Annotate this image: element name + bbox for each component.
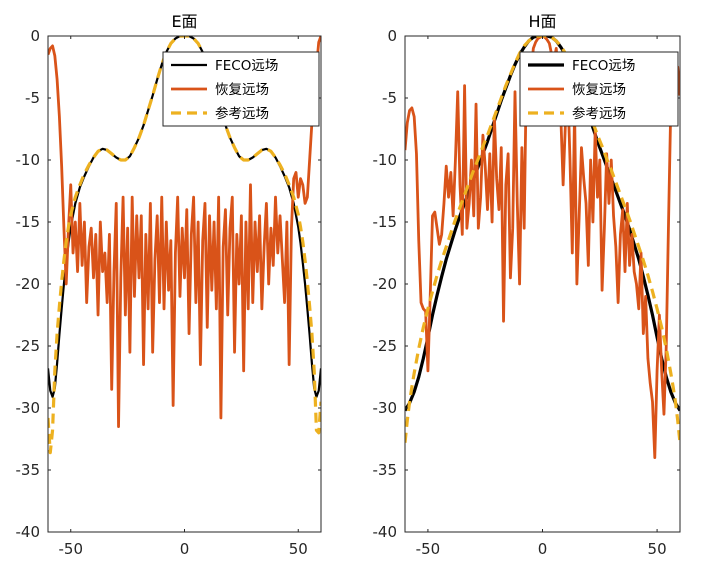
- h-plane-y-tick-label: -5: [382, 89, 397, 107]
- e-plane-y-tick-label: -5: [25, 89, 40, 107]
- h-plane-y-tick-label: -15: [373, 213, 398, 231]
- e-plane-y-tick-label: -15: [16, 213, 41, 231]
- h-plane-y-tick-label: -10: [373, 151, 398, 169]
- h-plane-y-tick-label: -30: [373, 399, 398, 417]
- h-plane-y-tick-label: -20: [373, 275, 398, 293]
- h-plane-panel: 0 -5 -10 -15 -20 -25 -30 -35 -40 -50 0 50 H面 FECO远场恢复…: [373, 12, 681, 558]
- h-plane-series-line-1: [405, 36, 680, 412]
- e-plane-y-tick-label: -35: [16, 461, 41, 479]
- e-plane-y-tick-label: -20: [16, 275, 41, 293]
- h-plane-series-line-3: [405, 36, 680, 443]
- e-plane-x-tick-label: 50: [289, 540, 308, 558]
- h-plane-chart-title: H面: [528, 12, 556, 31]
- e-plane-y-tick-label: 0: [30, 27, 40, 45]
- h-plane-series-line-2: [405, 36, 680, 459]
- h-plane-legend-label-2: 恢复远场: [572, 81, 626, 98]
- e-plane-panel: 0 -5 -10 -15 -20 -25 -30 -35 -40 -50 0 50 E面 FECO远场恢复…: [16, 12, 322, 558]
- h-plane-x-tick-label: 50: [648, 540, 667, 558]
- e-plane-y-tick-label: -40: [16, 523, 41, 541]
- h-plane-x-tick-label: 0: [538, 540, 548, 558]
- h-plane-x-tick-label: -50: [416, 540, 441, 558]
- e-plane-legend-label-1: FECO远场: [215, 58, 278, 74]
- e-plane-y-tick-label: -10: [16, 151, 41, 169]
- h-plane-y-tick-label: -35: [373, 461, 398, 479]
- e-plane-legend-label-3: 参考远场: [215, 105, 269, 122]
- h-plane-y-tick-label: 0: [387, 27, 397, 45]
- e-plane-y-tick-label: -30: [16, 399, 41, 417]
- e-plane-x-tick-label: 0: [180, 540, 190, 558]
- h-plane-legend-label-1: FECO远场: [572, 58, 635, 74]
- e-plane-legend-label-2: 恢复远场: [215, 81, 269, 98]
- e-plane-y-tick-label: -25: [16, 337, 41, 355]
- h-plane-legend-label-3: 参考远场: [572, 105, 626, 122]
- e-plane-series-group: [48, 36, 321, 455]
- h-plane-series-group: [405, 36, 680, 459]
- e-plane-series-line-2: [48, 36, 321, 428]
- e-plane-chart-title: E面: [171, 12, 197, 31]
- e-plane-x-tick-label: -50: [59, 540, 84, 558]
- h-plane-y-tick-label: -40: [373, 523, 398, 541]
- h-plane-y-tick-label: -25: [373, 337, 398, 355]
